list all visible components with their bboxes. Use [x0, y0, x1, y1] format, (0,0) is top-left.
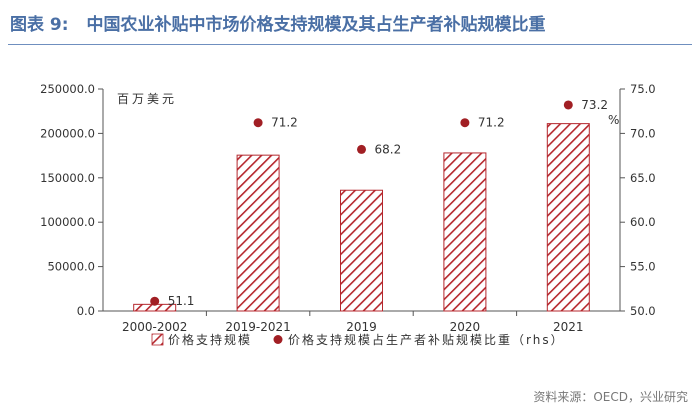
axis-labels: 0.0 50000.0 100000.0 150000.0 200000.0 250000… — [40, 82, 655, 334]
figure-number: 图表 9: — [10, 15, 69, 35]
point-label: 71.2 — [271, 116, 298, 130]
bar-2021 — [546, 123, 590, 312]
point-series: 51.1 71.2 68.2 71.2 73.2 — [150, 98, 608, 308]
right-axis-unit: % — [608, 113, 619, 127]
chart-title: 图表 9: 中国农业补贴中市场价格支持规模及其占生产者补贴规模比重 — [10, 10, 690, 38]
point-2000-2002 — [150, 296, 160, 306]
right-tick-label: 55.0 — [630, 260, 656, 274]
right-tick-label: 50.0 — [630, 304, 656, 318]
bar-2019 — [340, 189, 383, 312]
left-tick-label: 150000.0 — [40, 171, 95, 185]
left-axis-unit: 百万美元 — [117, 92, 177, 106]
chart-canvas: 51.1 71.2 68.2 71.2 73.2 0.0 50000.0 100000.0 1… — [40, 82, 655, 347]
right-tick-label: 70.0 — [630, 126, 656, 140]
left-tick-label: 100000.0 — [40, 215, 95, 229]
right-tick-label: 65.0 — [630, 171, 656, 185]
point-label: 51.1 — [168, 294, 195, 308]
legend: 价格支持规模 价格支持规模占生产者补贴规模比重（rhs） — [151, 332, 565, 347]
left-tick-label: 0.0 — [77, 304, 95, 318]
point-2019 — [357, 144, 366, 154]
right-tick-label: 75.0 — [630, 82, 656, 96]
legend-bar-label: 价格支持规模 — [168, 332, 252, 347]
source-note: 资料来源：OECD，兴业研究 — [533, 390, 688, 404]
legend-point-swatch — [273, 335, 283, 344]
point-2020 — [460, 118, 470, 128]
point-2021 — [563, 100, 573, 110]
x-tick-label: 2019-2021 — [225, 320, 290, 334]
point-label: 73.2 — [581, 98, 608, 112]
legend-point-label: 价格支持规模占生产者补贴规模比重（rhs） — [288, 332, 565, 347]
bar-2019-2021 — [236, 154, 280, 312]
point-label: 71.2 — [478, 116, 505, 130]
x-tick-label: 2021 — [553, 320, 584, 334]
right-tick-label: 60.0 — [630, 215, 656, 229]
x-tick-label: 2020 — [450, 320, 481, 334]
bar-2020 — [443, 152, 487, 312]
x-tick-label: 2000-2002 — [122, 320, 187, 334]
title-divider — [8, 44, 692, 45]
bar-series — [133, 123, 590, 312]
left-tick-label: 250000.0 — [40, 82, 95, 96]
point-label: 68.2 — [375, 142, 402, 156]
point-2019-2021 — [253, 118, 263, 128]
left-tick-label: 200000.0 — [40, 126, 95, 140]
x-tick-label: 2019 — [346, 320, 377, 334]
figure-title: 中国农业补贴中市场价格支持规模及其占生产者补贴规模比重 — [86, 15, 546, 35]
left-tick-label: 50000.0 — [47, 260, 95, 274]
legend-bar-swatch — [151, 333, 164, 346]
